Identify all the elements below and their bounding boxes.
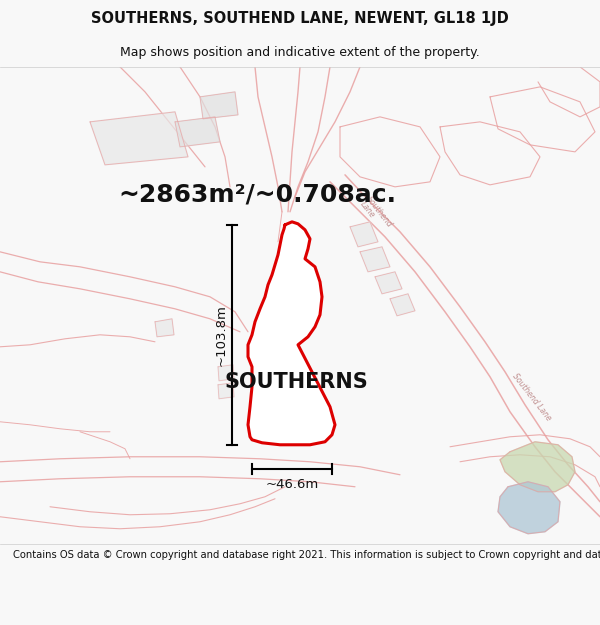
Text: ~103.8m: ~103.8m — [215, 304, 227, 366]
Polygon shape — [175, 117, 220, 147]
Polygon shape — [390, 294, 415, 316]
Polygon shape — [500, 442, 575, 492]
Polygon shape — [155, 319, 174, 337]
Polygon shape — [360, 247, 390, 272]
Text: Contains OS data © Crown copyright and database right 2021. This information is : Contains OS data © Crown copyright and d… — [13, 550, 600, 560]
Text: Southend Lane: Southend Lane — [510, 371, 553, 423]
Text: Southend
Lane: Southend Lane — [358, 195, 394, 234]
Text: SOUTHERNS, SOUTHEND LANE, NEWENT, GL18 1JD: SOUTHERNS, SOUTHEND LANE, NEWENT, GL18 1… — [91, 11, 509, 26]
Polygon shape — [218, 365, 234, 381]
Text: ~46.6m: ~46.6m — [265, 478, 319, 491]
Polygon shape — [498, 482, 560, 534]
Text: Map shows position and indicative extent of the property.: Map shows position and indicative extent… — [120, 46, 480, 59]
Text: ~2863m²/~0.708ac.: ~2863m²/~0.708ac. — [118, 183, 396, 207]
Text: SOUTHERNS: SOUTHERNS — [224, 372, 368, 392]
Polygon shape — [218, 382, 234, 399]
Polygon shape — [350, 222, 378, 247]
Polygon shape — [200, 92, 238, 119]
Polygon shape — [248, 222, 335, 445]
Polygon shape — [375, 272, 402, 294]
Polygon shape — [90, 112, 188, 165]
